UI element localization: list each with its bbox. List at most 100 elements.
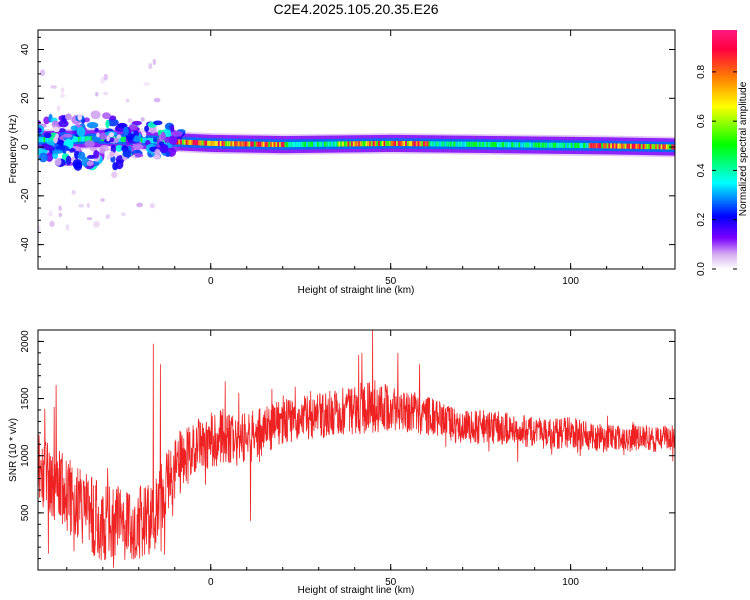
spectrogram-cell xyxy=(403,140,406,147)
spectrogram-cell xyxy=(631,143,635,149)
spectrogram-cell xyxy=(351,141,354,147)
spectrogram-axes: 0 50 100 -40 -20 0 20 40 xyxy=(20,30,675,287)
spectrogram-cell xyxy=(376,141,379,147)
spectrogram-cell xyxy=(280,142,284,148)
spectrogram-cell xyxy=(549,142,552,148)
spectrogram-cell xyxy=(478,141,482,147)
spectrogram-cell xyxy=(342,141,345,147)
spectrogram-blob xyxy=(64,113,72,121)
spectrogram-cell xyxy=(381,140,384,147)
spectrogram-blob xyxy=(128,123,138,130)
spectrogram-cell xyxy=(653,144,656,150)
spectrogram-cell xyxy=(39,137,42,143)
spectrogram-cell xyxy=(120,136,123,142)
y-tick-label: 2000 xyxy=(20,330,31,353)
spectrogram-cell xyxy=(601,143,604,149)
spectrogram-cell xyxy=(513,142,516,148)
snr-axes: 0 50 100 500 1000 1500 2000 xyxy=(20,330,675,588)
spectrogram-blob xyxy=(77,151,86,160)
spectrogram-cell xyxy=(558,142,561,148)
spectrogram-cell xyxy=(585,143,588,149)
spectrogram-cell xyxy=(374,141,377,147)
spectrogram-cell xyxy=(442,141,446,147)
spectrogram-cell xyxy=(162,138,165,144)
spectrogram-cell xyxy=(480,141,483,147)
spectrogram-cell xyxy=(221,141,224,147)
spectrogram-cell xyxy=(144,137,147,143)
spectrogram-xlabel: Height of straight line (km) xyxy=(298,285,415,296)
spectrogram-blob xyxy=(132,135,141,143)
spectrogram-blob xyxy=(90,110,101,120)
spectrogram-blob xyxy=(78,203,85,208)
spectrogram-cell xyxy=(640,143,644,150)
spectrogram-cell xyxy=(502,142,505,148)
spectrogram-blob xyxy=(76,126,86,137)
spectrogram-cell xyxy=(473,141,476,147)
spectrogram-cell xyxy=(347,141,350,147)
spectrogram-cell xyxy=(86,136,89,142)
spectrogram-cell xyxy=(639,143,642,149)
spectrogram-cell xyxy=(271,141,275,148)
spectrogram-cell xyxy=(574,142,577,149)
spectrogram-cell xyxy=(433,141,437,147)
spectrogram-blob xyxy=(52,149,63,154)
spectrogram-cell xyxy=(604,143,608,149)
spectrogram-blob xyxy=(83,117,90,123)
spectrogram-cell xyxy=(338,141,341,147)
spectrogram-cell xyxy=(545,142,548,148)
spectrogram-cell xyxy=(405,141,408,147)
spectrogram-cell xyxy=(345,141,348,147)
spectrogram-blob xyxy=(43,116,50,125)
spectrogram-cell xyxy=(217,140,221,147)
spectrogram-cell xyxy=(421,141,424,147)
spectrogram-cell xyxy=(459,141,462,147)
spectrogram-blob xyxy=(122,149,132,158)
spectrogram-cell xyxy=(189,139,192,145)
spectrogram-blob xyxy=(153,120,163,126)
spectrogram-cell xyxy=(520,142,523,148)
spectrogram-blob xyxy=(106,154,111,160)
spectrogram-blob xyxy=(99,147,106,154)
spectrogram-cell xyxy=(540,142,543,148)
spectrogram-cell xyxy=(286,142,289,148)
spectrogram-blob xyxy=(93,221,100,228)
spectrogram-cell xyxy=(514,142,518,148)
spectrogram-blob xyxy=(106,118,119,127)
spectrogram-cell xyxy=(300,141,303,147)
spectrogram-cell xyxy=(477,141,480,147)
spectrogram-blob xyxy=(38,127,42,134)
spectrogram-cell xyxy=(567,142,570,148)
spectrogram-blob xyxy=(109,151,115,158)
spectrogram-cell xyxy=(118,136,122,142)
spectrogram-cell xyxy=(235,141,239,147)
spectrogram-blob xyxy=(115,159,124,170)
spectrogram-cell xyxy=(662,144,665,150)
spectrogram-cell xyxy=(273,141,276,148)
spectrogram-cell xyxy=(538,142,541,148)
spectrogram-blob xyxy=(168,135,178,145)
spectrogram-cell xyxy=(419,141,422,147)
spectrogram-cell xyxy=(468,141,471,147)
spectrogram-blob xyxy=(140,127,144,134)
y-tick-label: -40 xyxy=(20,237,31,252)
spectrogram-cell xyxy=(370,141,374,147)
spectrogram-blob xyxy=(108,132,115,138)
spectrogram-cell xyxy=(484,141,487,148)
x-tick-label: 50 xyxy=(385,577,397,588)
spectrogram-cell xyxy=(603,143,606,149)
spectrogram-cell xyxy=(547,142,550,148)
spectrogram-blob xyxy=(49,220,55,228)
spectrogram-cell xyxy=(295,141,298,148)
spectrogram-cell xyxy=(234,141,237,147)
spectrogram-blob xyxy=(53,136,58,144)
spectrogram-cell xyxy=(504,142,507,148)
spectrogram-cell xyxy=(230,141,233,147)
spectrogram-cell xyxy=(590,143,593,149)
spectrogram-cell xyxy=(428,141,431,147)
y-tick-label: 20 xyxy=(20,92,31,104)
spectrogram-blob xyxy=(148,63,153,70)
spectrogram-frame xyxy=(37,29,676,270)
spectrogram-blob xyxy=(120,212,126,217)
spectrogram-cell xyxy=(210,140,213,146)
spectrogram-cell xyxy=(451,141,455,147)
